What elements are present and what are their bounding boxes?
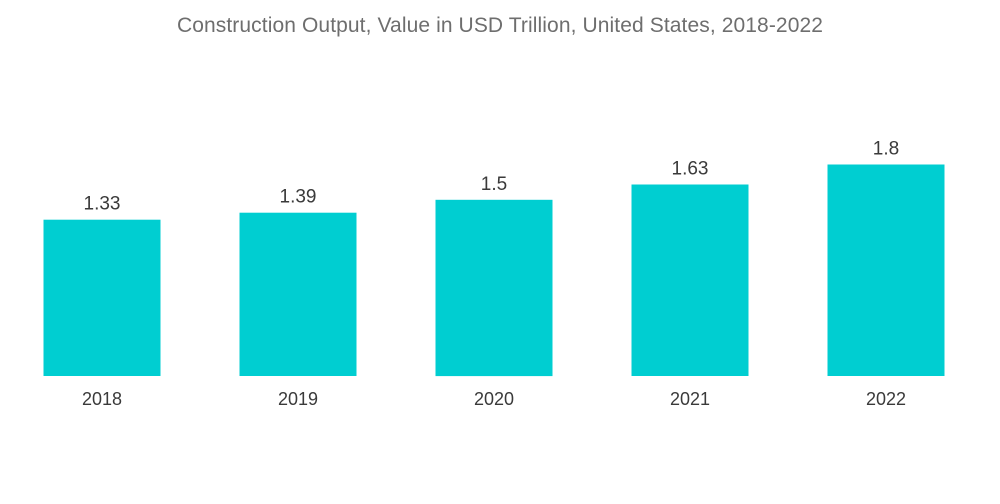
bar-2020 bbox=[435, 199, 553, 377]
bar-2019 bbox=[239, 212, 357, 376]
x-tick-label-2018: 2018 bbox=[82, 389, 122, 409]
x-tick-label-2021: 2021 bbox=[670, 389, 710, 409]
x-tick-label-2020: 2020 bbox=[474, 389, 514, 409]
x-tick-label-2019: 2019 bbox=[278, 389, 318, 409]
x-tick-label-2022: 2022 bbox=[866, 389, 906, 409]
value-label-2019: 1.39 bbox=[280, 187, 317, 208]
bar-2022 bbox=[827, 164, 945, 376]
bar-2021 bbox=[631, 184, 749, 376]
value-label-2021: 1.63 bbox=[672, 159, 709, 180]
value-label-2018: 1.33 bbox=[84, 194, 121, 215]
bar-2018 bbox=[43, 219, 161, 376]
value-label-2020: 1.5 bbox=[481, 174, 507, 195]
chart-title: Construction Output, Value in USD Trilli… bbox=[176, 14, 824, 37]
value-label-2022: 1.8 bbox=[873, 139, 899, 160]
